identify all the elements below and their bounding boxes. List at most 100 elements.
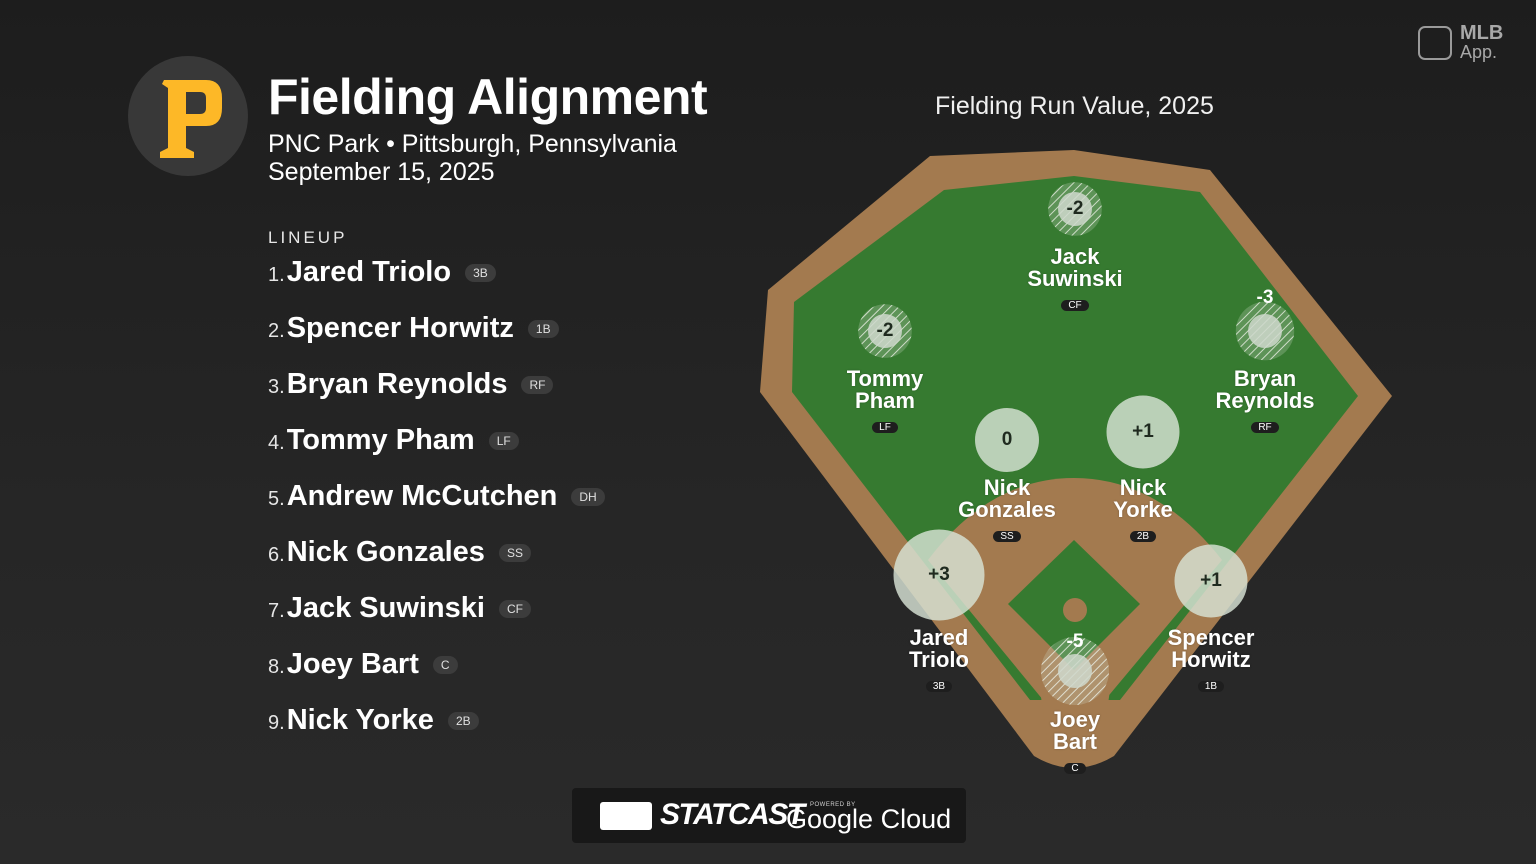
lineup-number: 4. — [268, 432, 285, 454]
fielder-marker — [1058, 192, 1092, 226]
fielder-marker — [1058, 654, 1092, 688]
page-title: Fielding Alignment — [268, 69, 708, 125]
fielder-first-name: Tommy — [846, 366, 924, 391]
lineup-player-name: Spencer Horwitz — [286, 312, 514, 344]
lineup-number: 2. — [268, 320, 285, 342]
lineup-position-badge: C — [432, 656, 458, 674]
fielder-first-name: Nick — [983, 475, 1031, 500]
lineup-player-name: Jack Suwinski — [286, 592, 485, 624]
field-chart-title: Fielding Run Value, 2025 — [935, 92, 1214, 120]
fielder-position-tag: SS — [993, 531, 1021, 542]
fielder-position-tag: CF — [1061, 300, 1089, 311]
fielder-label: Joey Bart C — [995, 709, 1155, 775]
statcast-footer-logo: STATCAST POWERED BY Google Cloud — [572, 788, 966, 843]
fielder-position-tag: 3B — [925, 681, 953, 692]
fielder-marker — [868, 314, 902, 348]
fielder-marker — [975, 408, 1039, 472]
lineup-row: 9. Nick Yorke 2B — [268, 704, 479, 748]
lineup-player-name: Nick Gonzales — [286, 536, 485, 568]
lineup-player-name: Joey Bart — [286, 648, 419, 680]
fielder-position-tag: LF — [872, 422, 898, 433]
venue-line: PNC Park • Pittsburgh, Pennsylvania — [268, 130, 677, 158]
lineup-player-name: Nick Yorke — [286, 704, 434, 736]
fielder-first-name: Joey — [1049, 707, 1101, 732]
fielder-marker — [893, 529, 985, 621]
mlb-app-wordmark: MLB App. — [1460, 22, 1504, 62]
lineup-position-badge: CF — [498, 600, 531, 618]
lineup-heading: LINEUP — [268, 228, 348, 247]
fielder-first-name: Spencer — [1167, 625, 1255, 650]
fielder-label: Jared Triolo 3B — [859, 627, 1019, 693]
fielder-markers — [858, 182, 1295, 705]
fielder-marker — [1174, 544, 1248, 618]
run-value-label: +1 — [1132, 421, 1154, 442]
lineup-number: 9. — [268, 712, 285, 734]
mlb-app-subtitle: App. — [1460, 42, 1498, 62]
lineup-position-badge: 1B — [527, 320, 559, 338]
lineup-number: 1. — [268, 264, 285, 286]
lineup-row: 5. Andrew McCutchen DH — [268, 480, 605, 524]
pirates-p-logo-icon — [160, 80, 222, 158]
google-cloud-wordmark: Google Cloud — [786, 804, 952, 834]
run-value-label: -2 — [1066, 198, 1084, 219]
date-line: September 15, 2025 — [268, 158, 495, 186]
lineup-position-badge: 3B — [465, 264, 496, 282]
lineup-row: 7. Jack Suwinski CF — [268, 592, 531, 636]
lineup-number: 6. — [268, 544, 285, 566]
pitchers-mound — [1063, 598, 1087, 622]
lineup-row: 8. Joey Bart C — [268, 648, 458, 692]
lineup-row: 3. Bryan Reynolds RF — [268, 368, 554, 412]
fielder-position-tag: 2B — [1129, 531, 1157, 542]
home-plate-area — [1040, 690, 1110, 768]
fielder-position-tag: C — [1064, 763, 1086, 774]
fielder-last-name: Yorke — [1113, 497, 1173, 522]
run-value-label: 0 — [1001, 429, 1013, 450]
fielder-last-name: Triolo — [909, 647, 969, 672]
fielder-last-name: Gonzales — [958, 497, 1056, 522]
lineup-player-name: Andrew McCutchen — [286, 480, 558, 512]
lineup-position-badge: SS — [498, 544, 531, 562]
mlb-app-logo: MLB App. — [1418, 22, 1518, 66]
fielder-label: Bryan Reynolds RF — [1185, 368, 1345, 434]
fielder-last-name: Horwitz — [1171, 647, 1251, 672]
mlb-batter-icon — [1418, 26, 1452, 60]
fielder-position-tag: 1B — [1197, 681, 1225, 692]
run-value-label: -2 — [876, 320, 894, 341]
lineup-row: 2. Spencer Horwitz 1B — [268, 312, 559, 356]
lineup-position-badge: LF — [488, 432, 519, 450]
fielder-position-tag: RF — [1251, 422, 1279, 433]
fielder-last-name: Bart — [1052, 729, 1097, 754]
lineup-position-badge: 2B — [447, 712, 479, 730]
page-subtitle: PNC Park • Pittsburgh, Pennsylvania Sept… — [268, 130, 677, 186]
fielder-label: Tommy Pham LF — [805, 368, 965, 434]
fielder-label: Nick Gonzales SS — [927, 477, 1087, 543]
lineup-number: 3. — [268, 376, 285, 398]
statcast-wordmark: STATCAST — [660, 798, 805, 831]
lineup-player-name: Bryan Reynolds — [286, 368, 508, 400]
lineup-player-name: Jared Triolo — [286, 256, 452, 288]
lineup-number: 8. — [268, 656, 285, 678]
fielder-last-name: Pham — [855, 388, 915, 413]
team-logo — [128, 56, 248, 176]
lineup-row: 1. Jared Triolo 3B — [268, 256, 496, 300]
run-value-label: +1 — [1200, 570, 1222, 591]
mlb-app-title: MLB — [1460, 22, 1504, 44]
fielder-last-name: Reynolds — [1215, 388, 1315, 413]
run-value-label: +3 — [928, 564, 950, 585]
fielder-first-name: Jack — [1050, 244, 1100, 269]
fielder-label: Spencer Horwitz 1B — [1131, 627, 1291, 693]
run-value-label: -5 — [1066, 631, 1084, 652]
lineup-number: 5. — [268, 488, 285, 510]
fielder-last-name: Suwinski — [1027, 266, 1123, 291]
lineup-number: 7. — [268, 600, 285, 622]
fielder-label: Nick Yorke 2B — [1063, 477, 1223, 543]
lineup-row: 4. Tommy Pham LF — [268, 424, 519, 468]
lineup-position-badge: DH — [571, 488, 605, 506]
powered-by-text: POWERED BY — [810, 802, 856, 808]
fielder-first-name: Nick — [1119, 475, 1167, 500]
fielder-marker — [1248, 314, 1282, 348]
lineup-position-badge: RF — [521, 376, 554, 394]
lineup-player-name: Tommy Pham — [286, 424, 475, 456]
